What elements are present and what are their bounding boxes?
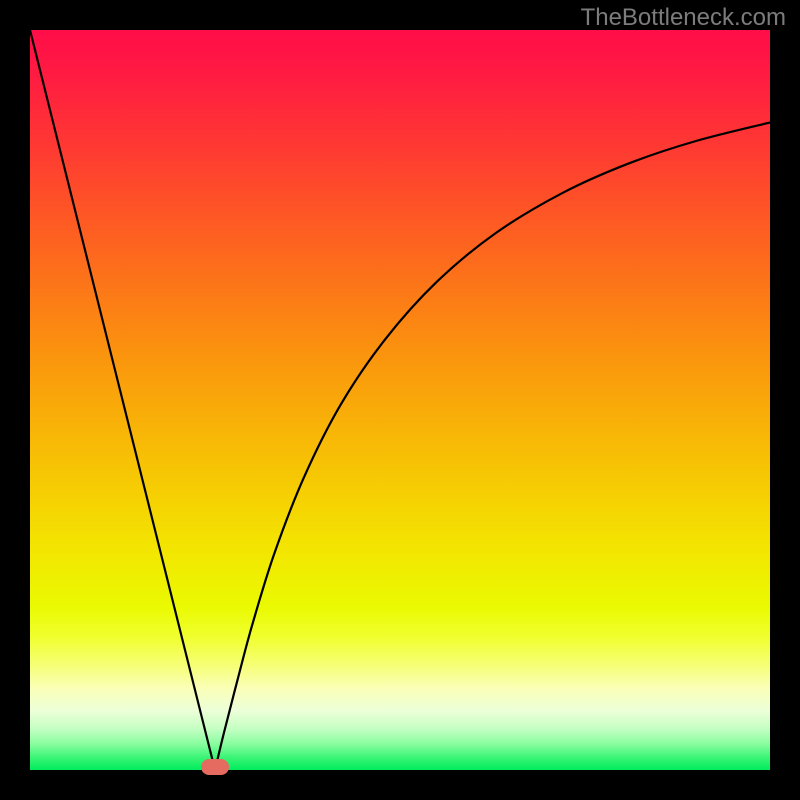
watermark-text: TheBottleneck.com: [581, 4, 786, 32]
plot-area: [30, 30, 770, 770]
chart-container: TheBottleneck.com: [0, 0, 800, 800]
chart-svg: [30, 30, 770, 770]
minimum-marker: [201, 759, 229, 775]
gradient-background: [30, 30, 770, 770]
